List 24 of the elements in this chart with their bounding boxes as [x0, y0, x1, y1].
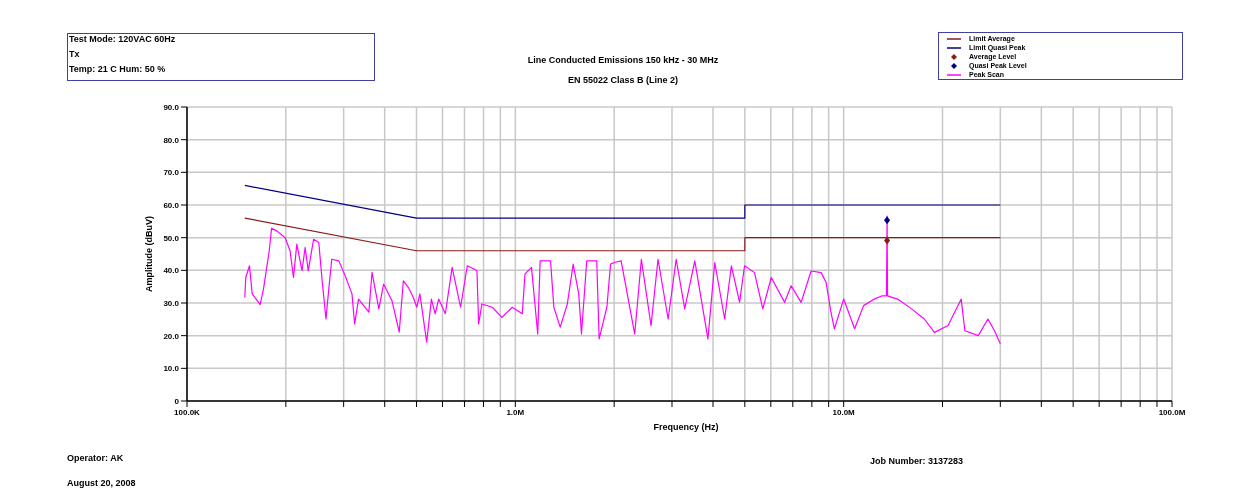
text: Test Mode: 120VAC 60Hz	[69, 34, 176, 44]
y-tick-label: 60.0	[163, 200, 180, 210]
text: Temp: 21 C Hum: 50 %	[69, 64, 166, 74]
x-tick-label: 1.0M	[506, 407, 525, 417]
y-tick-label: 70.0	[163, 168, 180, 178]
x-tick-label: 10.0M	[832, 407, 856, 417]
chart-title: Line Conducted Emissions 150 kHz - 30 MHz	[527, 55, 719, 65]
chart-subtitle: EN 55022 Class B (Line 2)	[567, 75, 679, 85]
y-axis-title: Amplitude (dBuV)	[144, 216, 155, 292]
y-tick-label: 40.0	[163, 266, 180, 276]
y-tick-label: 50.0	[163, 233, 180, 243]
text: Tx	[69, 49, 80, 59]
text: Operator: AK	[67, 453, 124, 463]
y-tick-label: 30.0	[163, 298, 180, 308]
y-tick-label: 90.0	[163, 102, 180, 112]
text: August 20, 2008	[67, 478, 136, 488]
x-axis-title: Frequency (Hz)	[652, 422, 720, 432]
x-tick-label: 100.0K	[174, 407, 201, 417]
y-tick-label: 0	[174, 396, 180, 406]
y-tick-label: 10.0	[163, 364, 180, 374]
x-tick-label: 100.0M	[1158, 407, 1186, 417]
y-tick-label: 20.0	[163, 331, 180, 341]
y-tick-label: 80.0	[163, 135, 180, 145]
text: Job Number: 3137283	[870, 456, 964, 466]
